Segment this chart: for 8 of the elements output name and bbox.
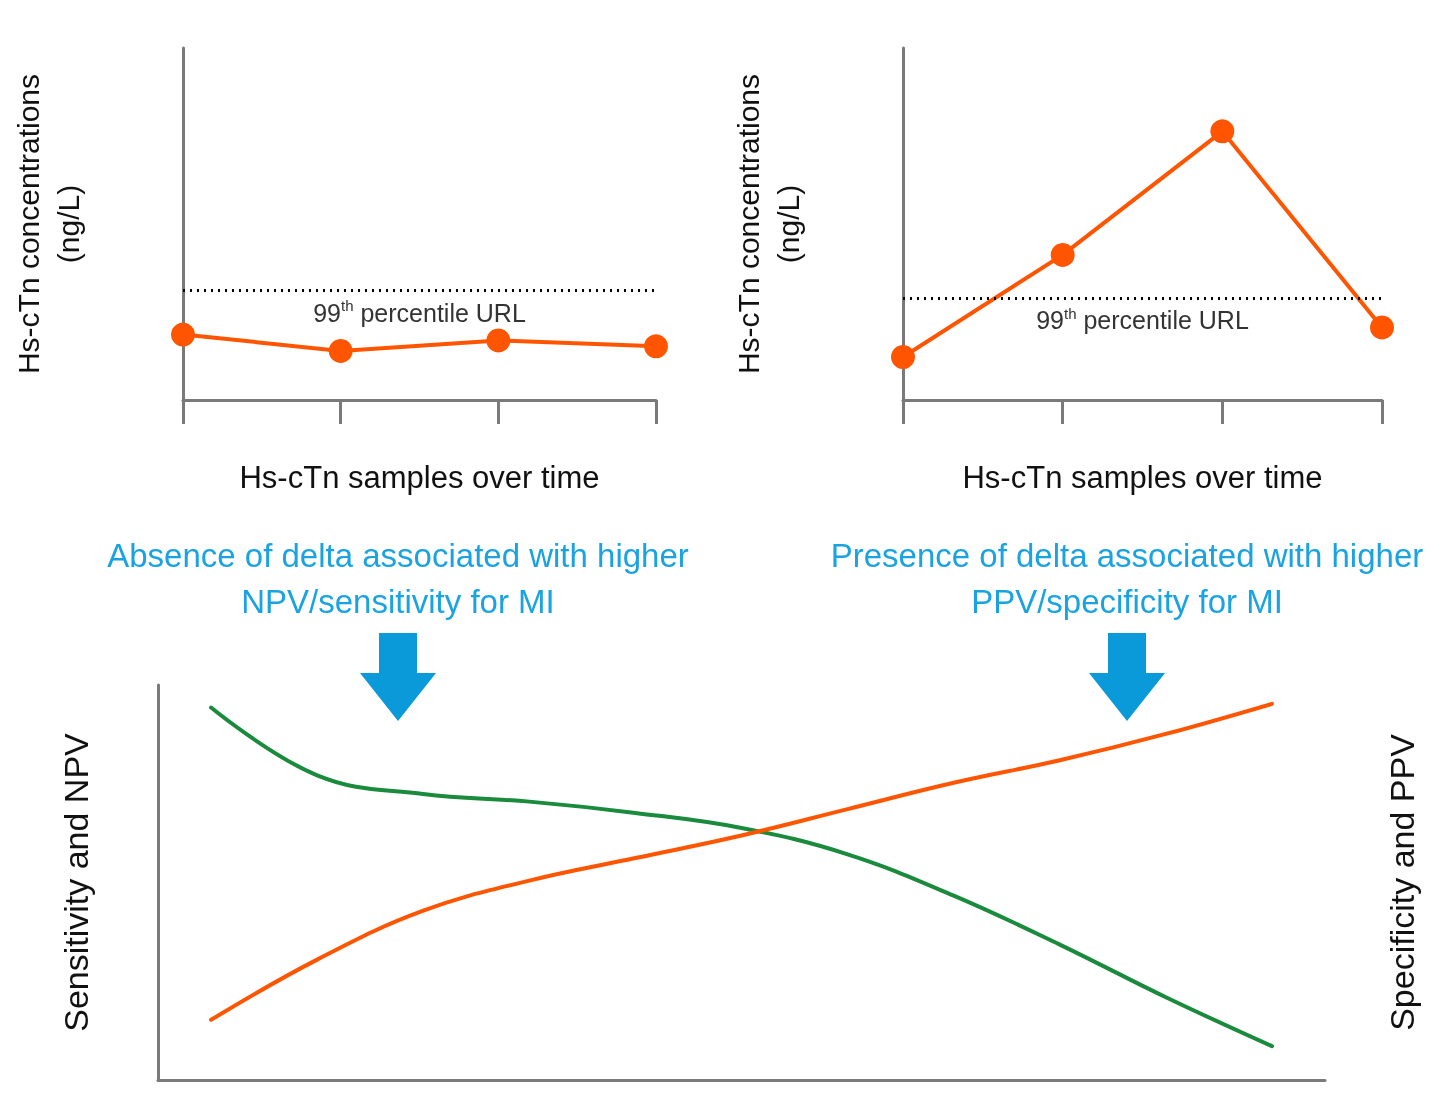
x-axis-title: Hs-cTn samples over time — [239, 460, 600, 495]
x-axis-title: Hs-cTn samples over time — [962, 460, 1323, 495]
y-axis-title: Hs-cTn concentrations (ng/L) — [731, 73, 805, 375]
text: Absence of delta associated with higher NPV/sensitivity for MI — [106, 536, 690, 622]
y-axis-title: Hs-cTn concentrations (ng/L) — [11, 73, 85, 375]
text: Presence of delta associated with higher PPV/specificity for MI — [829, 536, 1425, 622]
y2-axis-title: Specificity and PPV — [1383, 733, 1421, 1031]
y-axis-title: Sensitivity and NPV — [57, 732, 95, 1032]
